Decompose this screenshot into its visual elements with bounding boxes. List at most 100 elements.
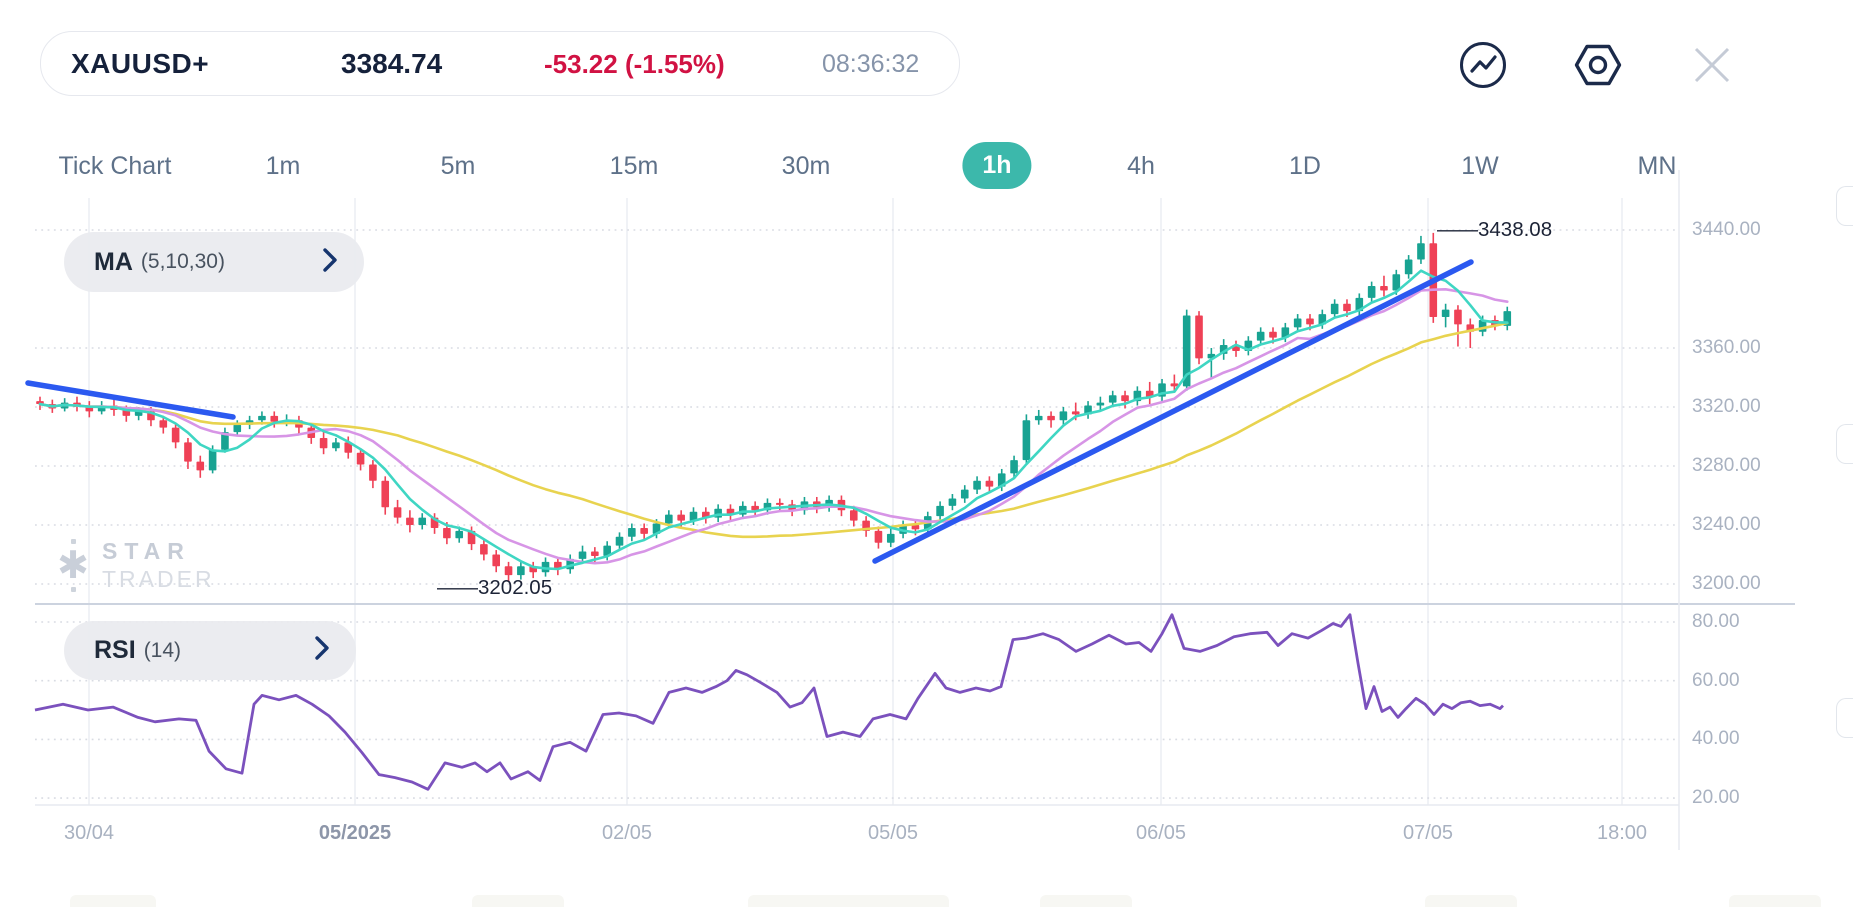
- last-price: 3384.74: [341, 48, 443, 79]
- settings-hexagon-icon[interactable]: [1573, 40, 1623, 90]
- candle-body: [1478, 319, 1487, 332]
- ma-indicator-button[interactable]: MA (5,10,30): [64, 232, 364, 292]
- price-axis-label: 3440.00: [1692, 219, 1761, 240]
- candle-body: [652, 523, 661, 534]
- candle-body: [615, 536, 624, 546]
- candle-body: [529, 566, 537, 573]
- candle-body: [874, 530, 883, 543]
- tab-tick-chart[interactable]: Tick Chart: [58, 152, 172, 180]
- candle-body: [751, 505, 759, 511]
- right-edge-button[interactable]: [1836, 698, 1853, 738]
- candle-body: [1306, 318, 1314, 325]
- price-axis-label: 3320.00: [1692, 396, 1761, 417]
- candle-body: [97, 405, 106, 412]
- tab-5m[interactable]: 5m: [440, 152, 476, 180]
- candle-body: [714, 508, 722, 518]
- candle-body: [1034, 415, 1043, 421]
- watermark-line2: TRADER: [102, 566, 215, 592]
- candle-body: [1059, 411, 1068, 421]
- candle-body: [1367, 286, 1376, 298]
- candle-body: [492, 554, 501, 567]
- time-axis-label: 02/05: [601, 822, 653, 844]
- candle-body: [541, 561, 550, 573]
- candle-body: [270, 415, 279, 422]
- candle-body: [282, 420, 291, 423]
- ma5-line: [38, 269, 1509, 571]
- candle-body: [677, 514, 685, 521]
- candle-body: [1330, 303, 1339, 315]
- tab-1w[interactable]: 1W: [1461, 152, 1499, 180]
- candle-body: [233, 424, 242, 433]
- candle-body: [849, 510, 858, 521]
- candle-body: [665, 514, 673, 524]
- candle-body: [763, 502, 772, 511]
- bottom-toolbar-stub: [1040, 895, 1132, 907]
- candle-body: [1047, 415, 1055, 421]
- bottom-toolbar-stub: [1425, 895, 1517, 907]
- candle-body: [1355, 297, 1364, 312]
- candle-body: [418, 517, 427, 525]
- close-icon[interactable]: [1687, 40, 1737, 90]
- candle-body: [1145, 390, 1154, 397]
- candle-body: [171, 427, 180, 443]
- candle-body: [1343, 303, 1351, 312]
- right-edge-button[interactable]: [1836, 186, 1853, 226]
- chevron-right-icon: [314, 635, 330, 666]
- trend-chart-icon[interactable]: [1458, 40, 1508, 90]
- tab-1d[interactable]: 1D: [1289, 152, 1321, 180]
- tab-mn[interactable]: MN: [1637, 152, 1677, 180]
- candle-body: [393, 507, 402, 518]
- price-change: -53.22 (-1.55%): [544, 49, 725, 79]
- tab-30m[interactable]: 30m: [781, 152, 831, 180]
- candle-body: [1010, 460, 1018, 474]
- rsi-params: (14): [143, 638, 182, 662]
- candle-body: [578, 551, 587, 559]
- candle-body: [960, 489, 969, 499]
- right-edge-button[interactable]: [1836, 424, 1853, 464]
- star-logo-icon: ✱: [52, 538, 94, 592]
- candle-body: [1207, 353, 1216, 359]
- ma10-line: [38, 287, 1509, 565]
- tab-15m[interactable]: 15m: [609, 152, 659, 180]
- low-price-annotation: ——3202.05: [437, 576, 553, 599]
- candle-body: [899, 525, 907, 534]
- rsi-indicator-button[interactable]: RSI (14): [64, 621, 356, 680]
- candle-body: [997, 473, 1006, 487]
- candle-body: [1232, 345, 1240, 351]
- candle-body: [936, 505, 944, 517]
- bottom-toolbar-stub: [70, 895, 156, 907]
- candle-body: [1244, 340, 1253, 351]
- candle-body: [245, 420, 254, 425]
- candle-body: [1170, 383, 1179, 387]
- candle-body: [1071, 411, 1080, 415]
- bottom-toolbar-stub: [748, 895, 949, 907]
- candle-body: [825, 499, 833, 508]
- candle-body: [788, 504, 796, 511]
- tab-1h[interactable]: 1h: [962, 142, 1032, 189]
- candle-body: [1392, 274, 1401, 291]
- candle-body: [1380, 286, 1388, 291]
- candle-body: [517, 566, 525, 576]
- tab-1m[interactable]: 1m: [265, 152, 301, 180]
- time-axis-label: 18:00: [1596, 822, 1648, 844]
- candle-body: [603, 545, 611, 556]
- candle-body: [1318, 314, 1327, 325]
- candle-body: [85, 407, 94, 412]
- candle-body: [776, 502, 784, 505]
- candle-body: [1441, 309, 1450, 318]
- quote-header-pill: XAUUSD+ 3384.74 -53.22 (-1.55%) 08:36:32: [40, 31, 960, 96]
- candle-body: [60, 402, 69, 409]
- candle-body: [110, 405, 118, 410]
- candle-body: [1256, 331, 1265, 341]
- tab-4h[interactable]: 4h: [1127, 152, 1155, 180]
- trendline: [25, 380, 236, 420]
- candle-body: [332, 442, 340, 449]
- candle-body: [985, 480, 994, 487]
- candle-body: [504, 566, 513, 576]
- candle-body: [1429, 243, 1438, 318]
- candle-body: [1417, 243, 1425, 260]
- bottom-toolbar-stub: [472, 895, 564, 907]
- candle-body: [702, 511, 710, 518]
